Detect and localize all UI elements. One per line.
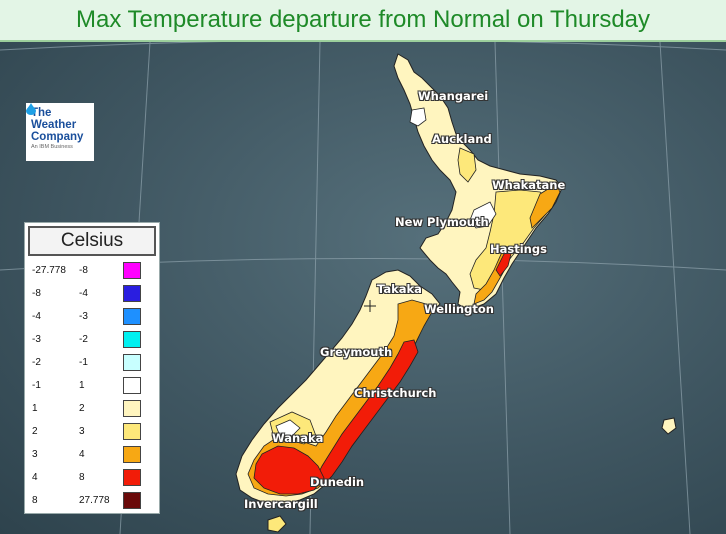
south-island-neutral — [275, 419, 301, 437]
legend-color-swatch — [123, 446, 141, 463]
city-label-hastings: Hastings — [490, 242, 547, 256]
city-label-dunedin: Dunedin — [310, 475, 365, 489]
legend-title: Celsius — [60, 230, 124, 251]
legend-min-value: -2 — [32, 357, 41, 368]
legend-color-swatch — [123, 400, 141, 417]
legend-color-swatch — [123, 262, 141, 279]
south-island-very-hot-2 — [253, 445, 325, 495]
logo-line-2: Weather — [31, 119, 77, 131]
water-drop-icon — [26, 103, 36, 115]
legend-max-value: 1 — [79, 380, 85, 391]
legend-max-value: -2 — [79, 334, 88, 345]
legend-max-value: 8 — [79, 472, 85, 483]
legend-row: -27.778 -8 — [25, 261, 161, 281]
city-label-greymouth: Greymouth — [320, 345, 393, 359]
legend-row: -4 -3 — [25, 307, 161, 327]
legend-title-box: Celsius — [28, 226, 156, 256]
north-island — [393, 53, 563, 311]
legend-max-value: 2 — [79, 403, 85, 414]
map-canvas — [0, 42, 726, 534]
legend-row: 8 27.778 — [25, 491, 161, 511]
north-island-neutral-2 — [409, 107, 427, 127]
legend-row: -3 -2 — [25, 330, 161, 350]
legend-min-value: -4 — [32, 311, 41, 322]
legend-max-value: 4 — [79, 449, 85, 460]
legend-color-swatch — [123, 331, 141, 348]
legend-min-value: 8 — [32, 495, 38, 506]
graticule-line — [0, 42, 726, 51]
city-label-whangarei: Whangarei — [418, 89, 489, 103]
legend-max-value: -1 — [79, 357, 88, 368]
legend-color-swatch — [123, 492, 141, 509]
legend-min-value: 2 — [32, 426, 38, 437]
legend-max-value: -4 — [79, 288, 88, 299]
legend-min-value: 3 — [32, 449, 38, 460]
map-title: Max Temperature departure from Normal on… — [75, 6, 651, 33]
legend-row: -1 1 — [25, 376, 161, 396]
north-island-neutral — [469, 201, 497, 229]
legend-color-swatch — [123, 285, 141, 302]
legend-min-value: 1 — [32, 403, 38, 414]
legend-row: -8 -4 — [25, 284, 161, 304]
logo-line-1: The — [31, 107, 52, 119]
legend-color-swatch — [123, 308, 141, 325]
legend-max-value: -3 — [79, 311, 88, 322]
city-label-new-plymouth: New Plymouth — [395, 215, 489, 229]
legend-color-swatch — [123, 469, 141, 486]
city-label-takaka: Takaka — [377, 282, 422, 296]
legend-min-value: -8 — [32, 288, 41, 299]
legend-max-value: 3 — [79, 426, 85, 437]
city-label-whakatane: Whakatane — [492, 178, 566, 192]
city-label-wellington: Wellington — [424, 302, 494, 316]
logo-subtitle: An IBM Business — [31, 144, 73, 150]
city-label-christchurch: Christchurch — [354, 386, 437, 400]
legend-max-value: 27.778 — [79, 495, 110, 506]
legend: Celsius -27.778 -8 -8 -4 -4 -3 -3 -2 -2 -1 -1 1 1 2 2 3… — [24, 222, 160, 514]
north-island-very-hot — [495, 249, 513, 277]
north-island-warm-2 — [457, 147, 477, 183]
south-island-very-hot — [313, 339, 419, 487]
city-label-invercargill: Invercargill — [244, 497, 318, 511]
city-label-auckland: Auckland — [432, 132, 492, 146]
legend-color-swatch — [123, 377, 141, 394]
stewart-island — [267, 515, 287, 533]
legend-max-value: -8 — [79, 265, 88, 276]
legend-row: -2 -1 — [25, 353, 161, 373]
crosshair-marker — [364, 300, 376, 312]
graticule-line — [494, 42, 511, 534]
north-island-hot — [529, 183, 561, 229]
legend-min-value: -27.778 — [32, 265, 66, 276]
legend-min-value: -3 — [32, 334, 41, 345]
title-bar: Max Temperature departure from Normal on… — [0, 0, 726, 42]
weather-company-logo: The Weather Company An IBM Business — [26, 103, 94, 161]
logo-line-3: Company — [31, 131, 84, 143]
legend-color-swatch — [123, 423, 141, 440]
chatham-islands — [661, 417, 677, 435]
legend-min-value: -1 — [32, 380, 41, 391]
legend-min-value: 4 — [32, 472, 38, 483]
south-island — [235, 269, 441, 533]
city-label-wanaka: Wanaka — [272, 431, 324, 445]
legend-color-swatch — [123, 354, 141, 371]
graticule-line — [659, 42, 691, 534]
